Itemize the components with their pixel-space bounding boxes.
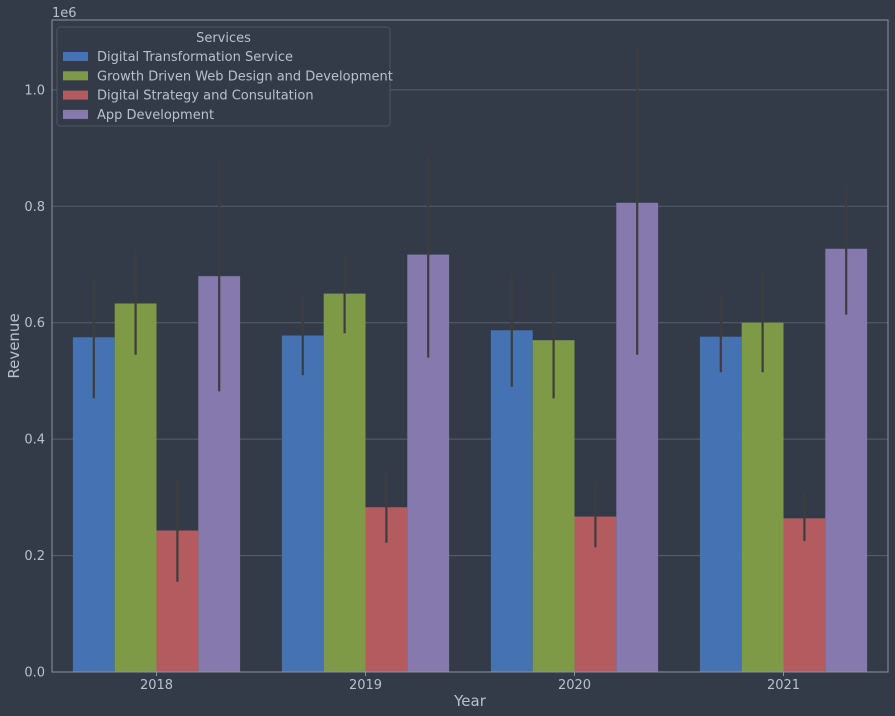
legend-box [56, 26, 391, 127]
legend-swatch [63, 90, 88, 100]
x-tick-label: 2019 [349, 678, 382, 693]
bars [72, 202, 868, 673]
bar [281, 335, 324, 672]
legend-entry: App Development [97, 108, 214, 123]
bar [825, 248, 868, 672]
legend-entry: Digital Transformation Service [97, 50, 293, 65]
legend-swatch [63, 109, 88, 119]
y-tick-label: 0.0 [24, 666, 45, 681]
x-axis-label: Year [453, 692, 487, 710]
x-tick-label: 2021 [767, 678, 800, 693]
error-bars [92, 49, 848, 582]
y-tick-label: 0.6 [24, 316, 45, 331]
y-ticks: 0.0 0.2 0.4 0.6 0.8 1.0 [24, 83, 45, 680]
plot-frame [51, 19, 889, 673]
y-tick-label: 0.8 [24, 200, 45, 215]
x-tick-label: 2018 [140, 678, 173, 693]
bar [490, 330, 533, 672]
y-offset-text: 1e6 [52, 6, 77, 21]
y-tick-label: 0.2 [24, 549, 45, 564]
bar [699, 336, 742, 672]
y-tick-label: 1.0 [24, 83, 45, 98]
legend-entry: Digital Strategy and Consultation [97, 89, 314, 104]
bar [114, 303, 157, 672]
legend-swatch [63, 52, 88, 61]
legend-title: Services [196, 31, 251, 46]
legend: Services Digital Transformation Service G… [56, 26, 393, 127]
legend-entry: Growth Driven Web Design and Development [97, 69, 393, 84]
y-axis-label: Revenue [5, 313, 23, 378]
x-ticks: 2018 2019 2020 2021 [140, 672, 800, 693]
bar [741, 322, 784, 672]
bar [783, 518, 826, 672]
y-tick-label: 0.4 [24, 433, 45, 448]
bar [323, 293, 366, 672]
legend-swatch [63, 71, 88, 81]
x-tick-label: 2020 [558, 678, 591, 693]
